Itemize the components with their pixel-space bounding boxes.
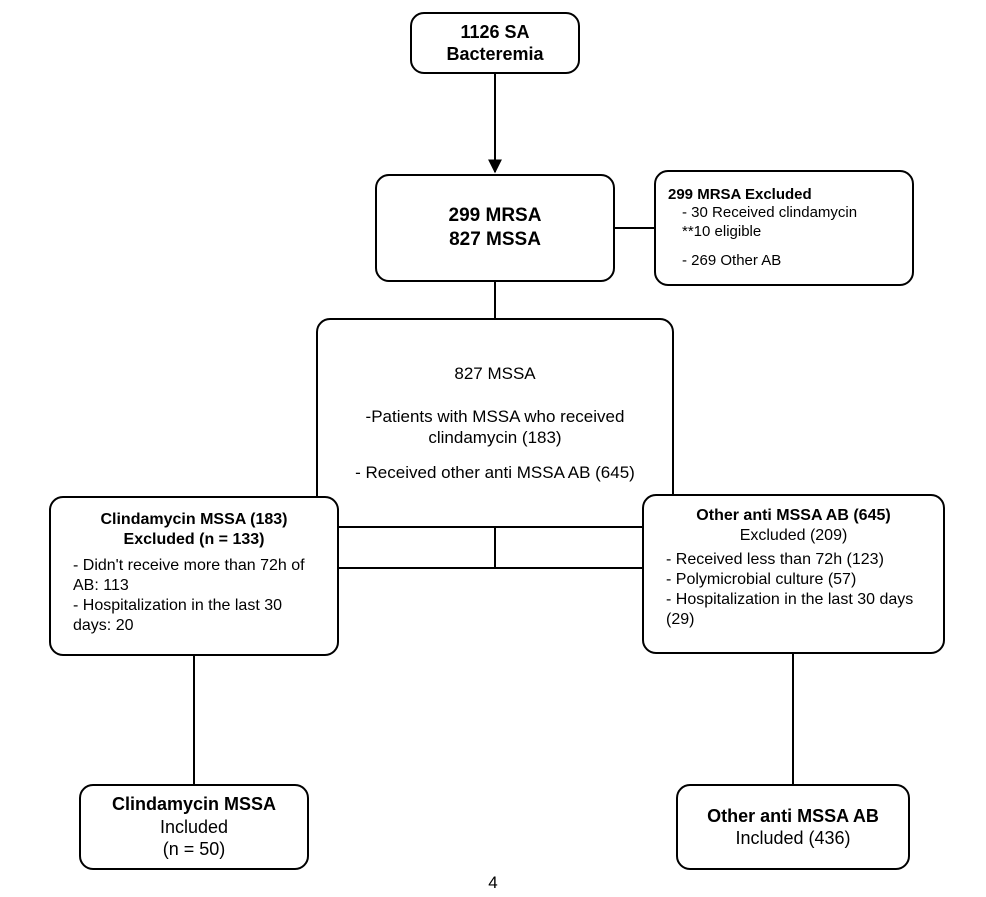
other-sub: Excluded (209) bbox=[658, 526, 929, 546]
mrsa-excl-b1: - 30 Received clindamycin bbox=[668, 204, 900, 223]
mssa-main-b2: - Received other anti MSSA AB (645) bbox=[332, 462, 658, 483]
final-left-l3: (n = 50) bbox=[91, 838, 297, 861]
mssa-main-title: 827 MSSA bbox=[332, 363, 658, 384]
final-left-l1: Clindamycin MSSA bbox=[91, 793, 297, 816]
node-split-line2: 827 MSSA bbox=[387, 228, 603, 252]
clinda-b1: - Didn't receive more than 72h of AB: 11… bbox=[65, 556, 323, 596]
other-b3: - Hospitalization in the last 30 days (2… bbox=[658, 590, 929, 630]
node-final-right: Other anti MSSA AB Included (436) bbox=[676, 784, 910, 870]
node-mssa-main: 827 MSSA -Patients with MSSA who receive… bbox=[316, 318, 674, 528]
footer-page-number: 4 bbox=[0, 873, 986, 893]
other-title: Other anti MSSA AB (645) bbox=[658, 506, 929, 526]
node-final-left: Clindamycin MSSA Included (n = 50) bbox=[79, 784, 309, 870]
clinda-b2: - Hospitalization in the last 30 days: 2… bbox=[65, 596, 323, 636]
mrsa-excl-b3: - 269 Other AB bbox=[668, 252, 900, 271]
clinda-sub: Excluded (n = 133) bbox=[65, 530, 323, 550]
node-top-line1: 1126 SA bbox=[422, 21, 568, 44]
mrsa-excl-b2: **10 eligible bbox=[668, 223, 900, 242]
node-top: 1126 SA Bacteremia bbox=[410, 12, 580, 74]
final-left-l2: Included bbox=[91, 816, 297, 839]
node-split-line1: 299 MRSA bbox=[387, 204, 603, 228]
node-other-mssa: Other anti MSSA AB (645) Excluded (209) … bbox=[642, 494, 945, 654]
final-right-l1: Other anti MSSA AB bbox=[688, 805, 898, 828]
other-b2: - Polymicrobial culture (57) bbox=[658, 570, 929, 590]
mssa-main-b1: -Patients with MSSA who received clindam… bbox=[332, 406, 658, 449]
final-right-l2: Included (436) bbox=[688, 827, 898, 850]
node-mrsa-excluded: 299 MRSA Excluded - 30 Received clindamy… bbox=[654, 170, 914, 286]
node-split: 299 MRSA 827 MSSA bbox=[375, 174, 615, 282]
node-clinda-mssa: Clindamycin MSSA (183) Excluded (n = 133… bbox=[49, 496, 339, 656]
clinda-title: Clindamycin MSSA (183) bbox=[65, 510, 323, 530]
flowchart-canvas: 1126 SA Bacteremia 299 MRSA 827 MSSA 299… bbox=[0, 0, 986, 897]
other-b1: - Received less than 72h (123) bbox=[658, 550, 929, 570]
node-top-line2: Bacteremia bbox=[422, 43, 568, 66]
mrsa-excl-title: 299 MRSA Excluded bbox=[668, 186, 900, 205]
